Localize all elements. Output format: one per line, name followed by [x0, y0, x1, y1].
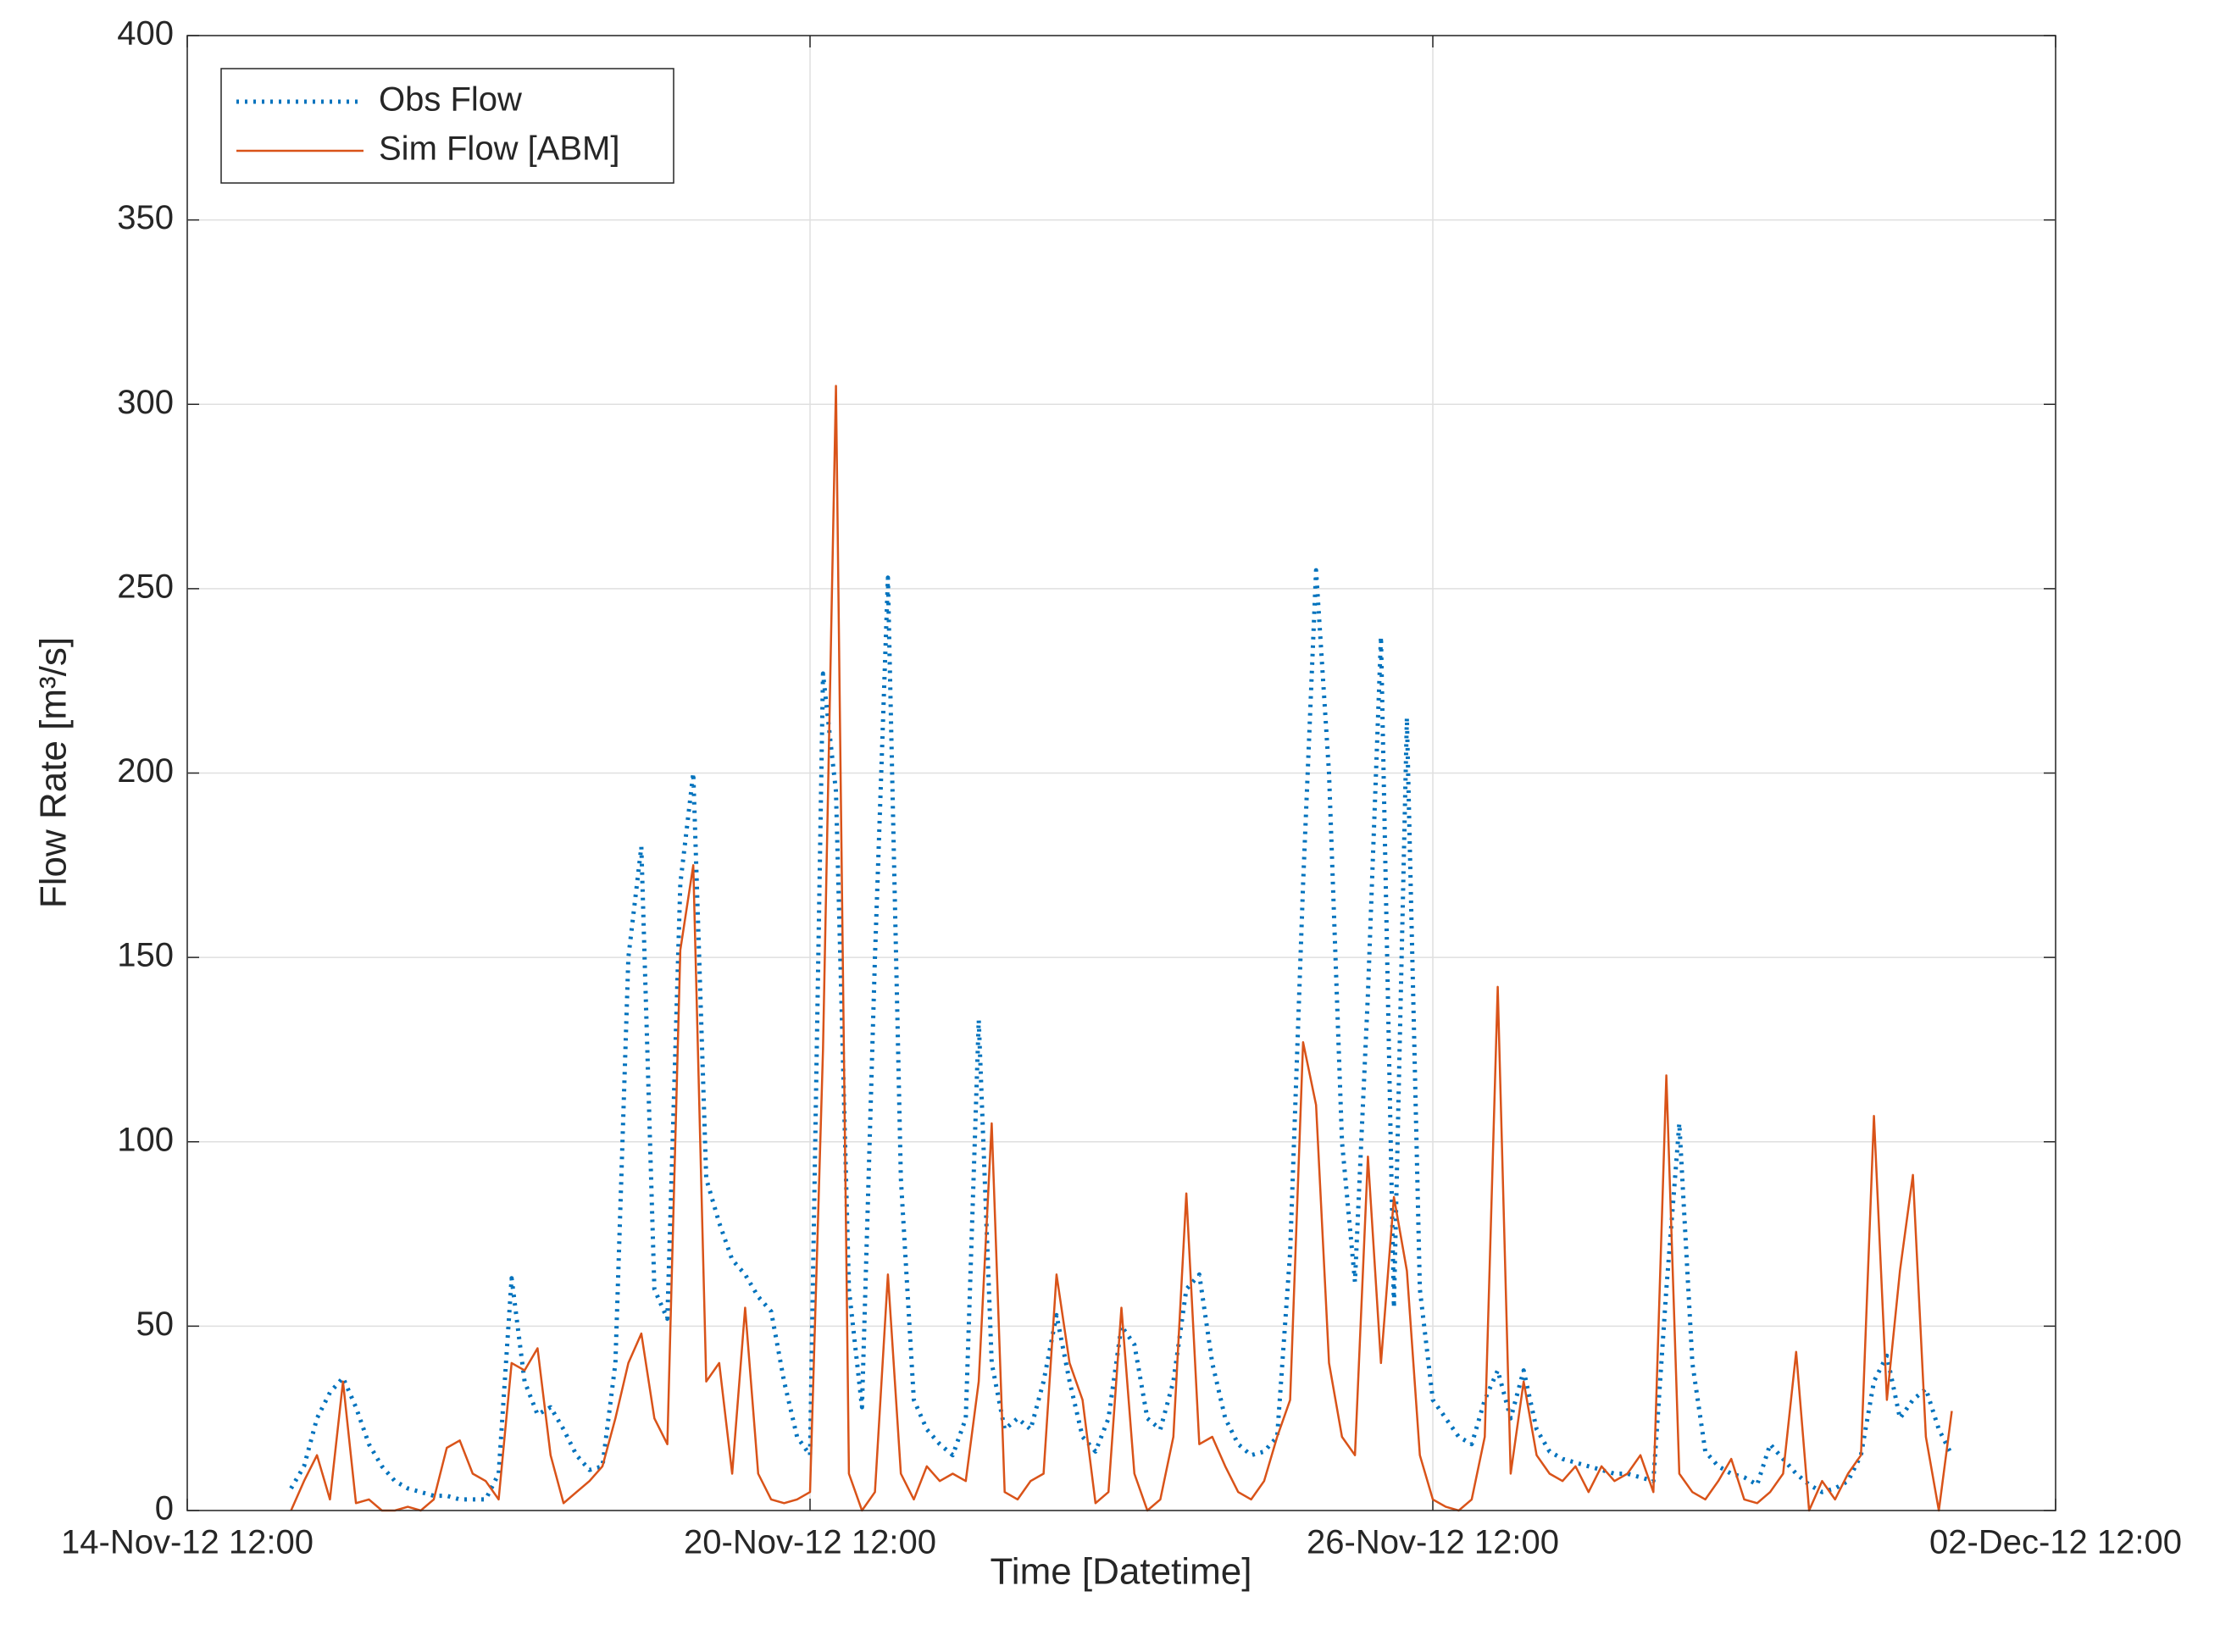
x-tick-label: 14-Nov-12 12:00: [61, 1524, 314, 1561]
y-tick-label: 150: [117, 937, 174, 974]
y-tick-label: 0: [155, 1490, 174, 1527]
y-tick-label: 250: [117, 568, 174, 605]
y-axis-label: Flow Rate [m³/s]: [33, 637, 75, 908]
y-tick-label: 50: [136, 1306, 175, 1343]
x-tick-label: 26-Nov-12 12:00: [1307, 1524, 1559, 1561]
y-tick-label: 100: [117, 1121, 174, 1158]
y-tick-label: 200: [117, 752, 174, 790]
y-tick-label: 300: [117, 384, 174, 421]
y-tick-label: 350: [117, 199, 174, 236]
y-tick-label: 400: [117, 15, 174, 53]
x-tick-label: 20-Nov-12 12:00: [684, 1524, 936, 1561]
x-tick-label: 02-Dec-12 12:00: [1929, 1524, 2182, 1561]
legend-label: Obs Flow: [379, 81, 522, 119]
axes-box: [186, 35, 2056, 1511]
legend-box: [220, 68, 674, 184]
legend-label: Sim Flow [ABM]: [379, 130, 619, 168]
x-axis-label: Time [Datetime]: [991, 1551, 1252, 1593]
series-line: [290, 385, 1953, 1512]
